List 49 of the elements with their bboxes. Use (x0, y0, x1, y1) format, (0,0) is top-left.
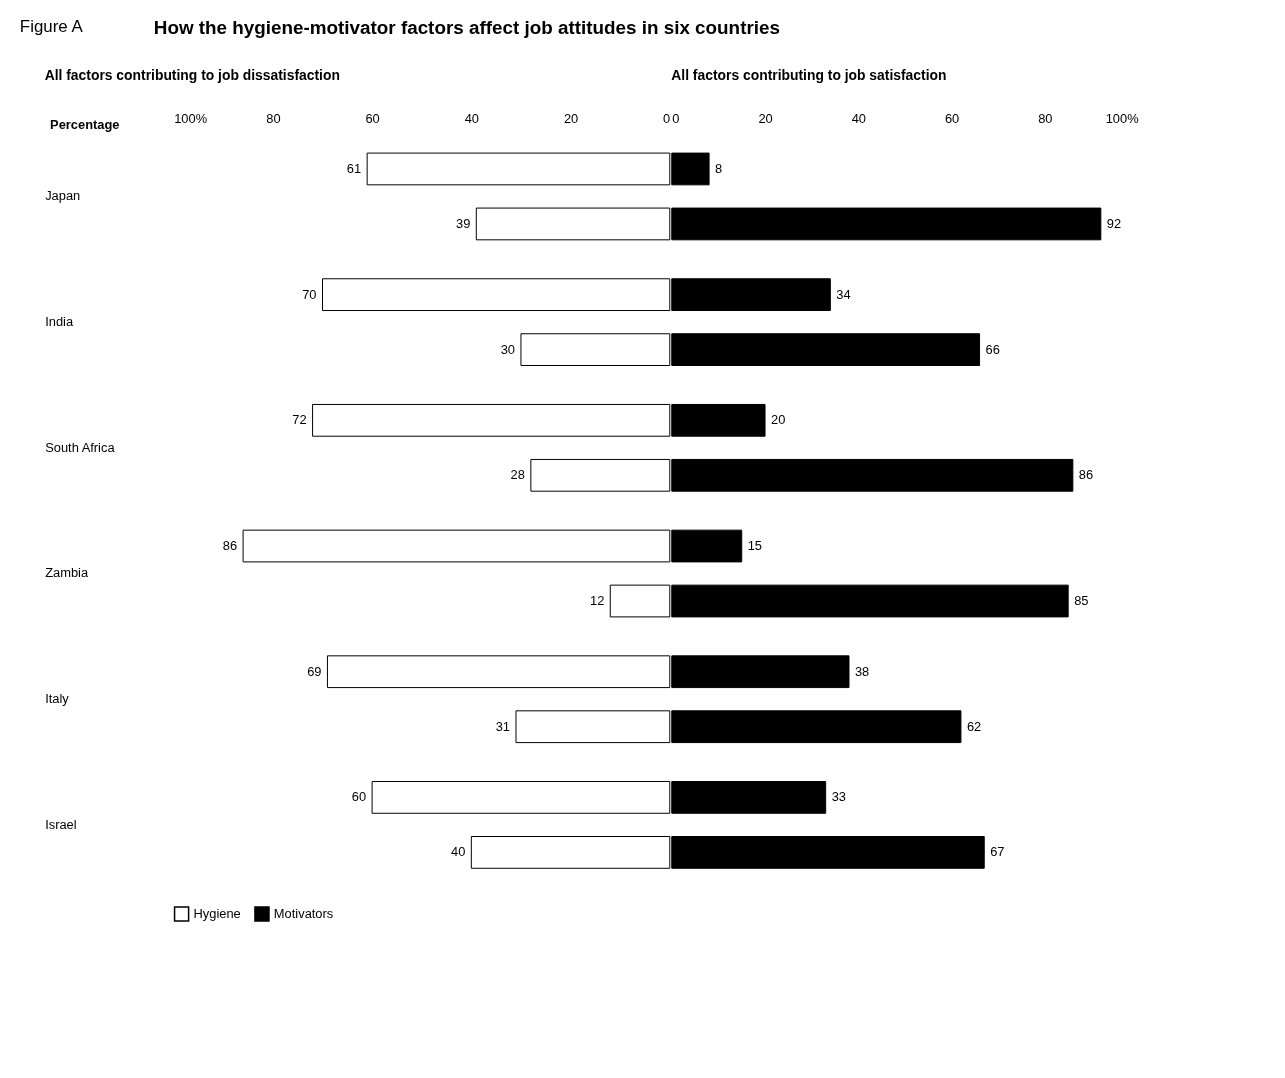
data-label: 86 (1078, 467, 1094, 483)
x-axis-title: Percentage (50, 117, 120, 133)
x-tick-label: 100% (174, 111, 208, 127)
x-tick-label: 40 (464, 111, 479, 127)
data-label: 31 (495, 718, 511, 734)
data-label: 66 (985, 341, 1000, 357)
x-tick-label: 60 (944, 111, 960, 127)
x-tick-label: 20 (563, 111, 579, 127)
data-label: 34 (836, 286, 851, 302)
y-tick-label: Italy (45, 691, 70, 707)
legend-label: Hygiene (193, 905, 241, 921)
text: Motivators (273, 905, 334, 921)
chart-subtitle: All factors contributing to job satisfaction (671, 67, 947, 84)
data-label: 67 (990, 844, 1005, 860)
data-label: 33 (831, 789, 846, 805)
data-label: 30 (500, 341, 515, 357)
chart-title: How the hygiene-motivator factors affect job attitudes in six countries (153, 17, 780, 39)
data-label: 12 (589, 592, 605, 608)
data-label: 28 (510, 467, 525, 483)
data-label: 38 (854, 663, 870, 679)
data-label: 62 (966, 718, 982, 734)
x-tick-label: 0 (663, 111, 671, 127)
data-label: 40 (451, 844, 466, 860)
data-label: 70 (302, 286, 317, 302)
data-label: 85 (1074, 592, 1089, 608)
x-tick-label: 40 (851, 111, 866, 127)
x-tick-label: 0 (672, 111, 680, 127)
data-label: 8 (715, 160, 723, 176)
data-label: 60 (351, 789, 367, 805)
x-tick-label: 80 (266, 111, 281, 127)
x-tick-label: 100% (1105, 111, 1139, 127)
data-label: 61 (346, 160, 362, 176)
x-tick-label: 20 (758, 111, 773, 127)
y-tick-label: Israel (45, 816, 77, 832)
data-label: 20 (771, 412, 786, 428)
chart-subtitle: All factors contributing to job dissatisfaction (44, 67, 340, 84)
x-tick-label: 80 (1038, 111, 1053, 127)
data-label: 15 (747, 537, 763, 553)
y-tick-label: South Africa (45, 439, 116, 455)
y-tick-label: India (45, 314, 74, 330)
data-label: 86 (222, 537, 238, 553)
y-tick-label: Japan (45, 188, 81, 204)
data-label: 39 (456, 215, 471, 231)
data-label: 69 (307, 663, 322, 679)
data-label: 92 (1106, 215, 1122, 231)
y-tick-label: Zambia (45, 565, 89, 581)
data-label: 72 (292, 412, 307, 428)
text: Figure A (19, 17, 84, 37)
x-tick-label: 60 (365, 111, 380, 127)
